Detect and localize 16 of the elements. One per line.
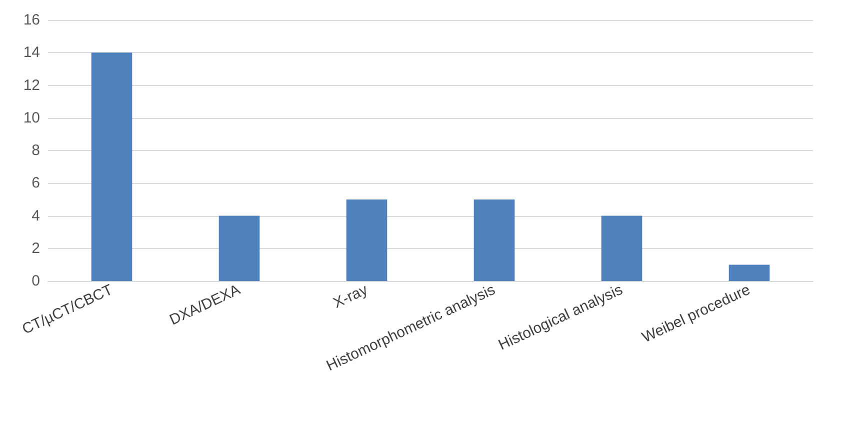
bar: [474, 199, 515, 281]
y-tick-label: 12: [23, 76, 40, 94]
y-tick-label: 0: [32, 272, 40, 290]
bar: [91, 52, 132, 281]
bar: [218, 216, 260, 281]
bar: [601, 216, 642, 281]
bar: [728, 264, 770, 281]
y-tick-label: 2: [32, 240, 40, 257]
y-tick-label: 14: [23, 44, 40, 62]
y-tick-label: 6: [32, 174, 40, 192]
y-tick-label: 4: [32, 207, 40, 224]
bar: [346, 199, 388, 281]
y-tick-label: 10: [23, 109, 40, 126]
x-tick-label: X-ray: [330, 281, 371, 312]
y-tick-label: 16: [23, 12, 40, 28]
y-tick-label: 8: [32, 142, 40, 159]
